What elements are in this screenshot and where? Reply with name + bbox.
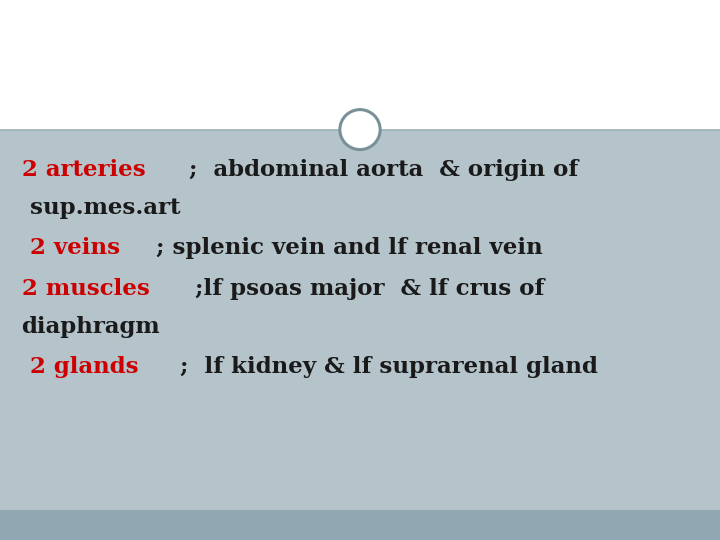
Text: ; splenic vein and lf renal vein: ; splenic vein and lf renal vein — [148, 238, 543, 259]
Bar — [0, 510, 720, 540]
Text: ;  abdominal aorta  & origin of: ; abdominal aorta & origin of — [181, 159, 579, 181]
Text: sup.mes.art: sup.mes.art — [22, 197, 180, 219]
Text: 2 glands: 2 glands — [22, 356, 138, 378]
Text: 2 muscles: 2 muscles — [22, 278, 150, 300]
Bar — [0, 0, 720, 130]
Ellipse shape — [340, 110, 380, 150]
Text: 2 veins: 2 veins — [22, 238, 120, 259]
Text: ;  lf kidney & lf suprarenal gland: ; lf kidney & lf suprarenal gland — [172, 356, 598, 378]
Text: diaphragm: diaphragm — [22, 316, 161, 338]
Text: 2 arteries: 2 arteries — [22, 159, 145, 181]
Bar — [0, 130, 720, 510]
Text: ;lf psoas major  & lf crus of: ;lf psoas major & lf crus of — [186, 278, 544, 300]
